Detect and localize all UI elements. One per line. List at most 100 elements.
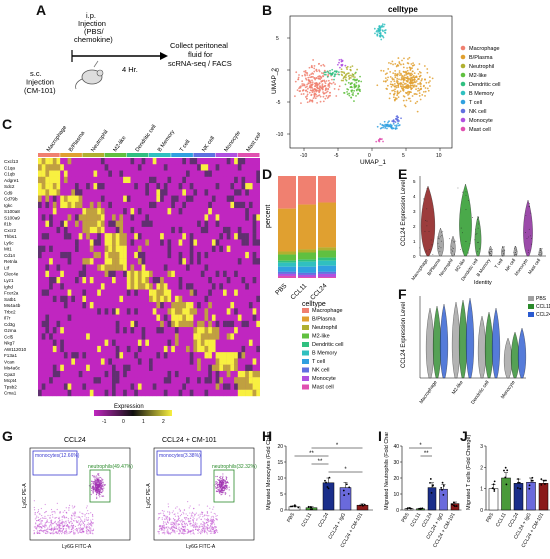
umap-legend-label: B Memory xyxy=(469,91,494,97)
stacked-bar-segment xyxy=(298,274,316,277)
data-point xyxy=(453,505,456,508)
significance-mark: ** xyxy=(424,451,429,457)
data-point xyxy=(451,503,454,506)
stacked-bar-segment xyxy=(278,251,296,255)
violin-dendritic-cell xyxy=(474,215,482,257)
heatmap-legend-tick: 1 xyxy=(142,419,145,425)
data-point xyxy=(347,492,350,495)
significance-mark: ** xyxy=(309,451,314,457)
significance-mark: * xyxy=(344,467,347,473)
panel-label-e: E xyxy=(398,166,408,182)
stacked-bar-segment xyxy=(278,262,296,267)
significance-mark: ** xyxy=(318,459,323,465)
split-violin xyxy=(451,301,461,379)
panel-d-legend-swatch xyxy=(302,342,309,347)
data-point xyxy=(543,479,545,482)
data-point xyxy=(362,504,364,507)
umap-ylabel: UMAP_2 xyxy=(271,68,278,94)
heatmap-gene-label: Nkg7 xyxy=(4,341,15,346)
panel-f-legend-swatch xyxy=(528,296,534,301)
umap-legend-label: T cell xyxy=(469,100,482,106)
umap-cluster-b-memory xyxy=(373,23,387,41)
panel-label-b: B xyxy=(262,2,273,18)
violin-m-like xyxy=(459,183,472,257)
data-point xyxy=(359,504,362,507)
heatmap-cluster-swatch xyxy=(38,153,60,157)
panel-d-legend-swatch xyxy=(302,308,309,313)
heatmap-gene-label: Cma1 xyxy=(4,391,17,396)
data-point xyxy=(328,476,331,479)
stacked-bar-segment xyxy=(318,176,336,203)
heatmap-gene-label: Cd79b xyxy=(4,197,18,202)
panel-f-violin: CCL24 Expression Level Macrophage M2-like… xyxy=(401,296,550,406)
heatmap-gene-label: Cd9 xyxy=(4,190,13,195)
data-point xyxy=(420,507,422,510)
sc-injection-label: s.c. Injection (CM-101) xyxy=(24,69,56,95)
panel-f-ylabel: CCL24 Expression Level xyxy=(401,302,407,368)
stacked-bar-segment xyxy=(298,249,316,253)
panel-d-legend-swatch xyxy=(302,367,309,373)
violin-macrophage xyxy=(421,185,435,257)
panel-f-legend-label: PBS xyxy=(536,296,547,302)
violin-neutrophil xyxy=(450,235,456,257)
bar xyxy=(501,477,511,511)
data-point xyxy=(493,480,496,483)
bar-ytick: 5 xyxy=(280,492,283,498)
panel-d-bars xyxy=(278,176,336,278)
panel-f-xtick: M2-like xyxy=(451,379,465,395)
umap-legend-swatch xyxy=(460,117,466,123)
panel-d-legend-label: Monocyte xyxy=(312,376,336,382)
bar-xtick: CCL24 xyxy=(317,512,330,529)
panel-label-f: F xyxy=(398,286,407,302)
bar-ytick: 0 xyxy=(480,508,483,514)
heatmap-gene-labels: Cxcl13C1qaC1qbAdgre1Sdc2Cd9Cd79bIgkcS100… xyxy=(4,159,27,396)
heatmap-gene-label: Cd3g xyxy=(4,322,15,327)
data-point xyxy=(429,478,432,480)
split-violin xyxy=(425,307,435,379)
panel-d-xlabel: CCL11 xyxy=(289,282,308,301)
svg-text:5: 5 xyxy=(402,153,405,159)
bar xyxy=(488,488,499,511)
data-point xyxy=(348,486,351,489)
heatmap-gene-label: Thbs1 xyxy=(4,234,17,239)
panel-label-a: A xyxy=(36,2,47,18)
panel-d-legend-label: B/Plasma xyxy=(312,317,336,323)
panel-d-legend-label: NK cell xyxy=(312,368,329,374)
split-violin xyxy=(510,331,520,379)
heatmap-cluster-swatch xyxy=(104,153,127,157)
data-point xyxy=(294,505,296,508)
heatmap-gene-label: Satb1 xyxy=(4,297,16,302)
panel-f-legend-label: CCL24 xyxy=(536,312,550,318)
data-point xyxy=(345,483,348,486)
collect-label: Collect peritoneal fluid for scRNA-seq /… xyxy=(168,41,232,68)
panel-d-legend-swatch xyxy=(302,325,309,330)
umap-legend-swatch xyxy=(460,108,466,114)
heatmap-gene-label: Mt1 xyxy=(4,247,12,252)
data-point xyxy=(504,466,507,469)
svg-text:3: 3 xyxy=(413,209,416,214)
umap-cluster-monocyte xyxy=(336,58,347,69)
heatmap-legend-gradient xyxy=(94,410,172,416)
panel-label-h: H xyxy=(262,428,273,444)
data-point xyxy=(327,487,330,490)
neutrophil-gate-label: neutrophils(32.32%) xyxy=(212,464,257,470)
data-point xyxy=(503,469,505,472)
heatmap-gene-label: Ccl5 xyxy=(4,334,14,339)
data-point xyxy=(408,507,411,509)
panel-g-flow: CCL24 CCL24 + CM-101 monocytes(12.66%) ne… xyxy=(22,437,257,550)
heatmap-gene-label: C1qb xyxy=(4,172,15,177)
heatmap-cluster-swatch xyxy=(149,153,171,157)
bar-ytick: 0 xyxy=(396,508,399,514)
svg-text:4: 4 xyxy=(413,194,416,199)
bar-ytick: 20 xyxy=(393,476,399,482)
data-point xyxy=(326,486,329,488)
stacked-bar-segment xyxy=(278,275,296,278)
stacked-bar-segment xyxy=(298,252,316,260)
umap-cluster-macrophage xyxy=(294,59,341,105)
svg-text:0: 0 xyxy=(413,254,416,259)
flow-plot-right: monocytes(3.38%) neutrophils(32.32%) Ly6G … xyxy=(146,447,257,550)
heatmap-gene-label: AW112010 xyxy=(4,347,27,352)
bar xyxy=(339,487,352,511)
